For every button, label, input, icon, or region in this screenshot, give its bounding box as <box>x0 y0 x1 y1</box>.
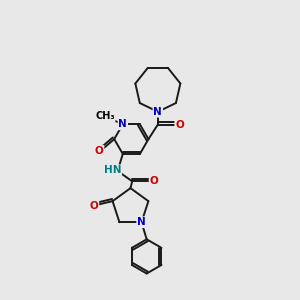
Text: O: O <box>175 120 184 130</box>
Text: HN: HN <box>104 165 121 175</box>
Text: O: O <box>150 176 158 186</box>
Text: O: O <box>90 201 98 211</box>
Text: N: N <box>154 107 162 117</box>
Text: CH₃: CH₃ <box>95 111 115 121</box>
Text: N: N <box>118 119 127 129</box>
Text: O: O <box>95 146 103 156</box>
Text: N: N <box>137 217 146 227</box>
